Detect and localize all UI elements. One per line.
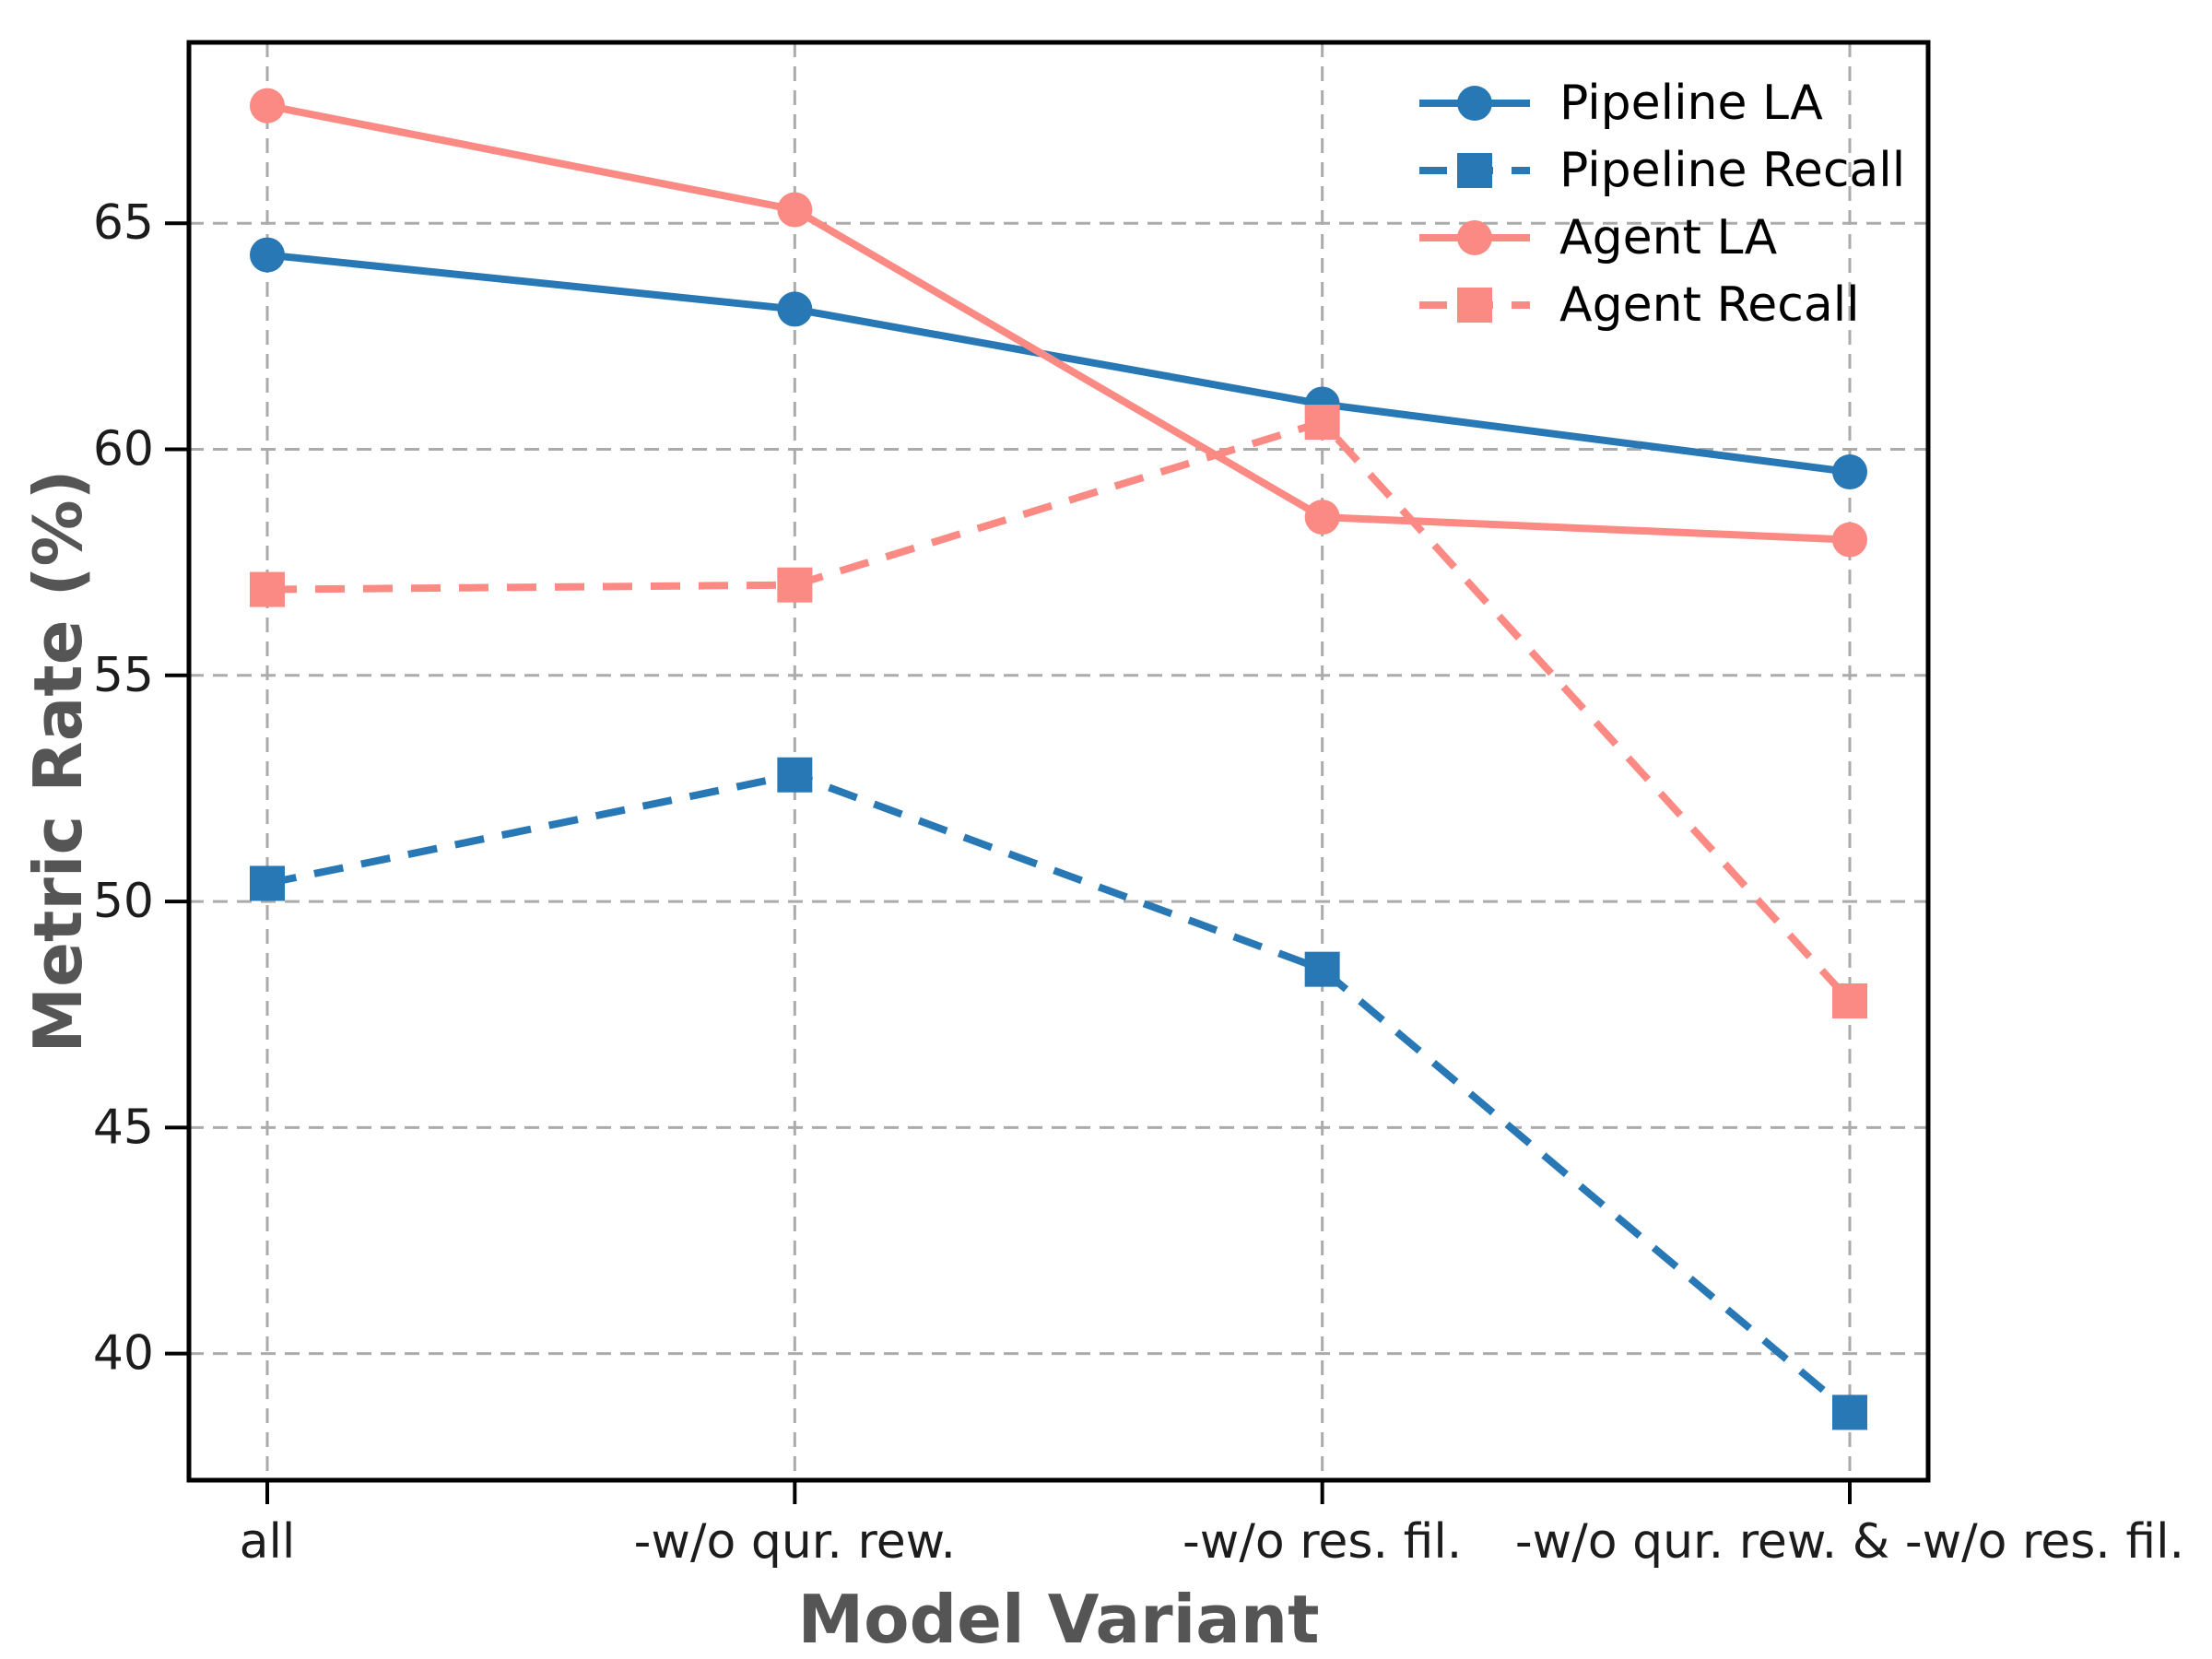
legend-item-pipeline-la: Pipeline LA	[1419, 76, 1823, 131]
marker-pipeline-la-3	[1832, 454, 1867, 490]
x-tick-label-2: -w/o res. fil.	[1182, 1514, 1462, 1570]
marker-pipeline-recall-2	[1304, 951, 1340, 987]
legend-marker-agent-la	[1457, 220, 1492, 255]
marker-pipeline-la-0	[250, 237, 285, 273]
legend-item-agent-recall: Agent Recall	[1419, 277, 1860, 333]
marker-agent-la-0	[250, 88, 285, 124]
legend-label-agent-recall: Agent Recall	[1559, 277, 1860, 333]
marker-agent-recall-1	[777, 567, 813, 603]
series-agent-recall	[250, 405, 1867, 1018]
legend-label-pipeline-la: Pipeline LA	[1559, 76, 1823, 131]
marker-pipeline-recall-0	[250, 865, 285, 901]
y-tick-label-60: 60	[93, 422, 154, 477]
plot-frame	[186, 40, 1931, 1483]
legend-marker-pipeline-recall	[1457, 153, 1492, 188]
marker-agent-la-1	[777, 192, 813, 228]
y-tick-label-65: 65	[93, 195, 154, 251]
y-tick-label-40: 40	[93, 1326, 154, 1382]
legend: Pipeline LA Pipeline Recall Agent LA Agent …	[1419, 76, 1905, 333]
legend-marker-agent-recall	[1457, 288, 1492, 323]
legend-label-pipeline-recall: Pipeline Recall	[1559, 143, 1905, 198]
gridlines	[189, 42, 1928, 1480]
series-line-agent-la	[266, 101, 1851, 544]
y-tick-label-45: 45	[93, 1100, 154, 1155]
x-axis-label: Model Variant	[797, 1581, 1319, 1658]
series-pipeline-recall	[250, 757, 1867, 1430]
marker-pipeline-la-1	[777, 291, 813, 327]
y-tick-label-55: 55	[93, 648, 154, 703]
legend-marker-pipeline-la	[1457, 86, 1492, 121]
marker-agent-recall-2	[1304, 405, 1340, 441]
legend-item-agent-la: Agent LA	[1419, 210, 1778, 265]
axis-ticks: 40 45 50 55 60 65 all -w/o qur. rew. -w/o res. f…	[93, 195, 2184, 1570]
series-line-pipeline-recall	[266, 771, 1853, 1416]
marker-pipeline-recall-1	[777, 757, 813, 793]
series-line-agent-recall	[266, 418, 1853, 1004]
legend-label-agent-la: Agent LA	[1559, 210, 1778, 265]
y-axis-label: Metric Rate (%)	[19, 469, 97, 1053]
y-tick-label-50: 50	[93, 874, 154, 929]
series-pipeline-la	[250, 237, 1867, 490]
series-line-pipeline-la	[266, 251, 1851, 477]
x-tick-label-1: -w/o qur. rew.	[634, 1514, 956, 1570]
marker-agent-la-3	[1832, 522, 1867, 558]
marker-agent-recall-3	[1832, 983, 1867, 1018]
marker-pipeline-recall-3	[1832, 1394, 1867, 1430]
legend-item-pipeline-recall: Pipeline Recall	[1419, 143, 1905, 198]
marker-agent-la-2	[1304, 500, 1340, 535]
x-tick-label-3: -w/o qur. rew. & -w/o res. fil.	[1515, 1514, 2184, 1570]
x-tick-label-0: all	[240, 1514, 296, 1570]
marker-agent-recall-0	[250, 571, 285, 607]
series-agent-la	[250, 88, 1867, 558]
